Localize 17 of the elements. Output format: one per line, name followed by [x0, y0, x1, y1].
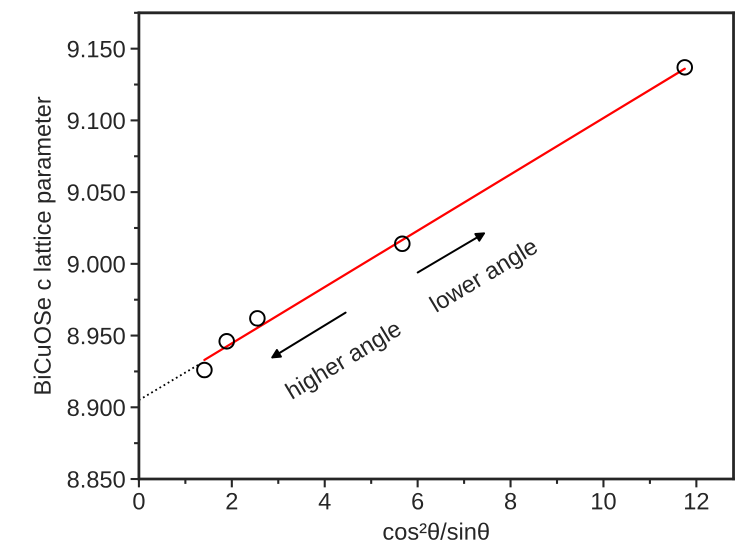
y-tick-label: 9.050 [68, 184, 125, 201]
y-tick-label: 9.000 [68, 256, 125, 273]
annotation: lower angle [428, 236, 542, 316]
x-tick-label: 2 [226, 492, 238, 510]
y-tick-label: 9.150 [68, 40, 125, 58]
y-tick-label: 9.100 [68, 112, 125, 130]
x-tick-label: 8 [505, 492, 516, 510]
y-tick-label: 8.850 [68, 471, 125, 488]
x-tick-label: 12 [685, 492, 708, 510]
x-tick-label: 4 [318, 493, 331, 510]
y-axis-title: BiCuOSe c lattice parameter [34, 96, 56, 394]
x-tick-label: 6 [412, 492, 424, 510]
x-axis-title: cos²θ/sinθ [383, 522, 489, 540]
x-tick-label: 10 [592, 492, 616, 510]
y-tick-label: 8.900 [68, 399, 125, 416]
x-tick-label: 0 [133, 492, 145, 510]
y-tick-label: 8.950 [68, 328, 125, 344]
